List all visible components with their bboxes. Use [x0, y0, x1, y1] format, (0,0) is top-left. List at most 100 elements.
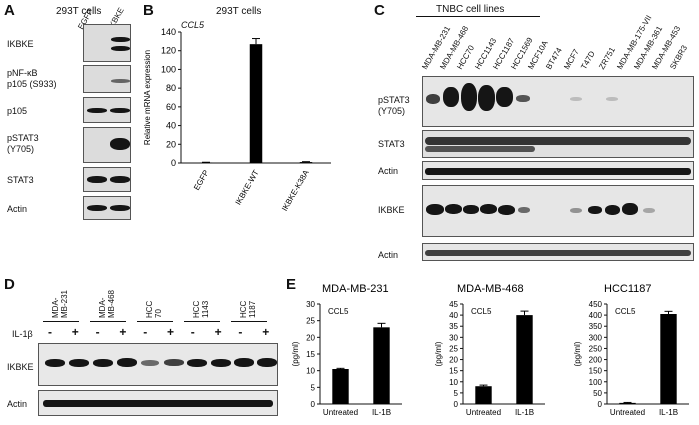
group-d-underline: [90, 321, 126, 322]
untreated-sign: -: [190, 325, 195, 339]
untreated-sign: -: [48, 325, 52, 339]
row-c-ikbke: IKBKE: [378, 205, 405, 215]
bar: [332, 369, 349, 404]
row-c-actin-1: Actin: [378, 166, 399, 176]
y-tick-label: 30: [306, 300, 315, 309]
group-d-label: HCC: [192, 300, 201, 318]
y-axis-label: (pg/ml): [291, 341, 300, 366]
y-tick-label: 350: [589, 322, 603, 331]
y-tick-label: 200: [589, 356, 603, 365]
lane-c-t47d: T47D: [579, 49, 598, 71]
chart-b: 0 20 40 60 80 100 120 140 EGFP IKBKE-WT IKBKE-K38A…: [143, 27, 331, 213]
y-tick-label: 300: [589, 333, 603, 342]
y-tick-label: 140: [161, 27, 176, 37]
y-tick-label: 0: [454, 400, 459, 409]
y-axis-label: Relative mRNA expression: [143, 50, 152, 145]
blot-a-pstat3: [83, 127, 131, 163]
y-tick-label: 60: [166, 102, 176, 112]
bar: [660, 314, 677, 404]
group-d-underline: [137, 321, 173, 322]
y-tick-label: 0: [171, 158, 176, 168]
y-tick-label: 80: [166, 83, 176, 93]
chart-title: MDA-MB-231: [322, 283, 389, 295]
group-d-underline: [184, 321, 220, 322]
treated-sign: +: [262, 325, 270, 339]
y-tick-label: 10: [306, 367, 315, 376]
y-tick-label: 120: [161, 46, 176, 56]
y-tick-label: 15: [449, 367, 458, 376]
panel-b-label: B: [143, 2, 154, 19]
group-d-label: 70: [154, 309, 163, 318]
chart-e-2: MDA-MB-468 CCL5 0 5 10 15 20 25 30 35 40 45 Untreate…: [434, 283, 545, 417]
row-c-stat3: STAT3: [378, 139, 405, 149]
row-d-ikbke: IKBKE: [7, 362, 34, 372]
chart-title: HCC1187: [604, 283, 652, 295]
category-label: IL-1B: [372, 408, 391, 417]
lane-c-zr751: ZR751: [597, 45, 618, 71]
category-label: Untreated: [610, 408, 645, 417]
row-c-pstat3: pSTAT3: [378, 95, 410, 105]
panel-e-label: E: [286, 276, 297, 293]
y-tick-label: 450: [589, 300, 603, 309]
row-actin-a: Actin: [7, 204, 28, 214]
row-y705: (Y705): [7, 144, 35, 154]
panel-b-gene: CCL5: [181, 20, 205, 30]
y-tick-label: 50: [593, 389, 602, 398]
bar: [516, 315, 533, 404]
bar: [373, 327, 390, 404]
category-label: Untreated: [323, 408, 358, 417]
blot-c-stat3: [422, 130, 694, 158]
untreated-sign: -: [95, 325, 100, 339]
blot-c-ikbke: [422, 185, 694, 237]
row-p105: p105: [7, 106, 28, 116]
y-tick-label: 0: [598, 400, 603, 409]
y-tick-label: 20: [306, 333, 315, 342]
blot-a-stat3: [83, 167, 131, 192]
bar: [249, 44, 263, 163]
row-c-actin-2: Actin: [378, 250, 399, 260]
group-d-label: MDA-: [51, 297, 60, 318]
tnbc-group-label: TNBC cell lines: [436, 4, 505, 15]
panel-a-label: A: [4, 2, 15, 19]
chart-e-3: HCC1187 CCL5 0 50 100 150 200 250 300 350 400 450 Un…: [573, 283, 689, 417]
y-tick-label: 5: [454, 389, 459, 398]
lane-c-mcf7: MCF7: [561, 47, 581, 71]
row-ikbke: IKBKE: [7, 39, 34, 49]
panel-b-header: 293T cells: [216, 6, 262, 17]
chart-title: MDA-MB-468: [457, 283, 524, 295]
row-stat3: STAT3: [7, 175, 34, 185]
treated-sign: +: [119, 325, 127, 339]
y-tick-label: 0: [311, 400, 316, 409]
y-tick-label: 100: [589, 378, 603, 387]
lane-c-bt474: BT474: [544, 46, 564, 71]
y-tick-label: 100: [161, 64, 176, 74]
untreated-sign: -: [238, 325, 243, 339]
chart-e: MDA-MB-231 CCL5 0 5 10 15 20 25 30 Untreated IL-1B…: [291, 283, 689, 417]
group-d-underline: [231, 321, 267, 322]
y-tick-label: 30: [449, 333, 458, 342]
row-c-y705: (Y705): [378, 106, 406, 116]
blot-a-p105: [83, 97, 131, 123]
treated-sign: +: [214, 325, 222, 339]
blot-c-actin-1: [422, 161, 694, 180]
bar: [619, 402, 636, 404]
y-tick-label: 25: [449, 344, 458, 353]
y-tick-label: 5: [311, 383, 316, 392]
il1b-label: IL-1β: [12, 329, 33, 339]
chart-gene: CCL5: [328, 307, 349, 316]
group-d-label: HCC: [239, 300, 248, 318]
y-tick-label: 35: [449, 322, 458, 331]
category-label: IKBKE-K38A: [280, 168, 311, 213]
y-tick-label: 40: [166, 121, 176, 131]
category-label: EGFP: [192, 169, 211, 192]
panel-a-header: 293T cells: [56, 6, 102, 17]
y-tick-label: 25: [306, 317, 315, 326]
y-tick-label: 150: [589, 367, 603, 376]
blot-c-actin-2: [422, 243, 694, 261]
blot-a-pnfkb: [83, 65, 131, 93]
blot-c-pstat3: [422, 76, 694, 127]
y-tick-label: 15: [306, 350, 315, 359]
y-tick-label: 10: [449, 378, 458, 387]
treated-sign: +: [71, 325, 79, 339]
y-tick-label: 20: [449, 356, 458, 365]
